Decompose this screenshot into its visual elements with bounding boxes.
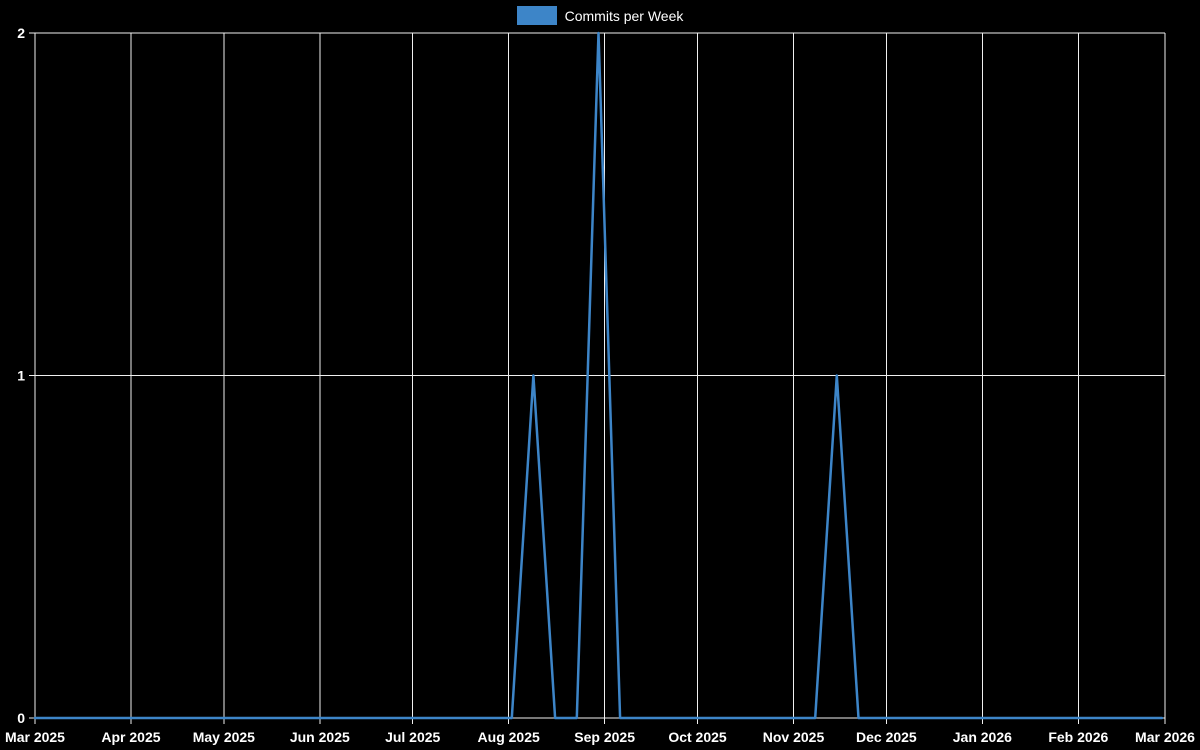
svg-text:Aug 2025: Aug 2025 — [478, 729, 540, 745]
legend[interactable]: Commits per Week — [0, 6, 1200, 25]
svg-text:Apr 2025: Apr 2025 — [101, 729, 160, 745]
svg-text:0: 0 — [17, 710, 25, 726]
svg-text:Sep 2025: Sep 2025 — [574, 729, 635, 745]
svg-text:Nov 2025: Nov 2025 — [763, 729, 825, 745]
svg-text:Jul 2025: Jul 2025 — [385, 729, 440, 745]
legend-label: Commits per Week — [564, 7, 684, 24]
svg-text:Jan 2026: Jan 2026 — [953, 729, 1012, 745]
svg-text:Mar 2026: Mar 2026 — [1135, 729, 1195, 745]
svg-text:Oct 2025: Oct 2025 — [668, 729, 727, 745]
svg-text:Jun 2025: Jun 2025 — [290, 729, 350, 745]
svg-text:Feb 2026: Feb 2026 — [1048, 729, 1108, 745]
svg-text:May 2025: May 2025 — [193, 729, 255, 745]
svg-text:Dec 2025: Dec 2025 — [856, 729, 917, 745]
svg-text:1: 1 — [17, 368, 25, 384]
svg-text:2: 2 — [17, 25, 25, 41]
svg-text:Mar 2025: Mar 2025 — [5, 729, 65, 745]
legend-swatch-icon — [516, 6, 557, 25]
